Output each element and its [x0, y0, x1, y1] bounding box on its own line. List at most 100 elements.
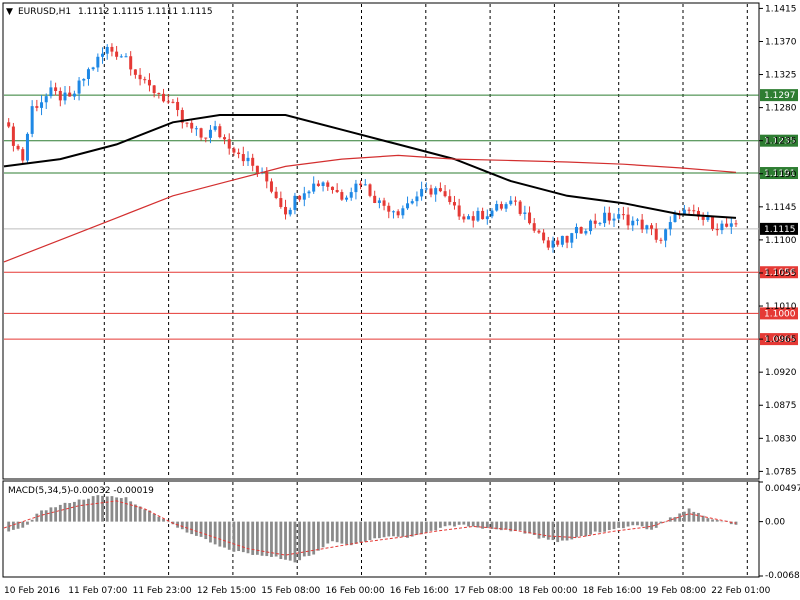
candle-body [462, 216, 466, 220]
macd-bar [270, 521, 273, 557]
candle-body [603, 212, 607, 224]
y-tick-label: 1.1280 [765, 104, 797, 114]
macd-bar [377, 521, 381, 539]
macd-bar [349, 521, 353, 546]
candle-body [101, 53, 105, 57]
macd-bar [274, 521, 278, 557]
macd-signal [3, 500, 737, 556]
candle-body [269, 181, 273, 192]
macd-bar [105, 496, 109, 522]
candle-body [546, 240, 550, 248]
macd-bar [621, 521, 625, 529]
candle-body [223, 137, 227, 140]
y-tick-label: 1.1145 [765, 203, 797, 213]
macd-indicator: MACD(5,34,5) [8, 486, 71, 496]
candle-body [542, 232, 546, 241]
candle-body [171, 101, 175, 103]
macd-bar [96, 495, 100, 522]
candle-body [504, 204, 508, 209]
candle-body [373, 195, 377, 204]
y-tick-label: 1.1325 [765, 71, 797, 81]
candle-body [359, 183, 363, 186]
macd-bar [523, 521, 527, 534]
macd-bar [119, 498, 123, 522]
candle-body [382, 200, 386, 206]
candle-body [44, 96, 48, 103]
macd-bar [345, 521, 348, 545]
candle-body [570, 233, 574, 243]
macd-bar [340, 521, 344, 544]
candle-body [438, 188, 442, 192]
x-tick-label: 22 Feb 01:00 [711, 586, 770, 596]
macd-bar [260, 521, 264, 556]
level-tag [760, 167, 798, 180]
x-tick-label: 16 Feb 16:00 [390, 586, 449, 596]
y-tick-label: 1.0830 [765, 434, 797, 444]
candle-body [551, 240, 555, 248]
macd-bar [589, 521, 592, 535]
y-tick-label: 1.1010 [765, 302, 797, 312]
candle-body [54, 87, 58, 91]
level-tag [760, 266, 798, 279]
level-tag-label: 1.1056 [764, 268, 796, 278]
level-tag-label: 1.1297 [764, 91, 796, 101]
level-tag [760, 89, 798, 102]
candle-body [293, 195, 297, 210]
macd-bar [664, 521, 668, 523]
candle-body [227, 139, 231, 149]
candle-body [143, 79, 147, 81]
y-tick-label: 1.0965 [765, 335, 797, 345]
macd-bar [162, 518, 165, 522]
y-tick-label: 1.1190 [765, 170, 797, 180]
macd-bar [166, 521, 170, 523]
macd-bar [335, 521, 339, 543]
candle-body [96, 56, 100, 68]
candle-body [593, 220, 597, 224]
macd-bar [110, 496, 114, 522]
macd-bar [556, 521, 560, 543]
candle-body [668, 222, 672, 230]
macd-bar [223, 521, 226, 548]
macd-bar [711, 519, 714, 522]
macd-bar [645, 521, 649, 530]
candle-body [133, 69, 137, 75]
price-panel-frame [2, 2, 760, 480]
candle-body [251, 157, 255, 166]
macd-bar [312, 521, 316, 555]
macd-bar [729, 521, 733, 525]
macd-bar [701, 515, 705, 522]
macd-bar [593, 521, 597, 532]
candle-body [279, 198, 283, 207]
macd-bar [21, 521, 25, 528]
macd-y-tick-label: 0.00497 [765, 484, 800, 494]
candle-body [194, 128, 198, 130]
macd-bar [467, 521, 470, 527]
candle-body [711, 216, 715, 230]
macd-bar [401, 521, 405, 537]
candle-body [415, 196, 419, 202]
candle-body [650, 225, 654, 229]
macd-bar [626, 521, 630, 527]
candle-body [443, 191, 447, 197]
candle-body [452, 202, 456, 206]
macd-bar [570, 521, 574, 540]
candle-body [528, 212, 532, 224]
candle-body [326, 182, 330, 187]
macd-bar [204, 521, 208, 540]
candle-body [72, 93, 76, 97]
macd-bar [237, 521, 241, 552]
candle-body [706, 216, 710, 220]
y-tick-label: 1.0920 [765, 368, 797, 378]
macd-bar [298, 521, 302, 561]
candle-body [190, 122, 194, 129]
candle-body [335, 190, 339, 193]
macd-y-tick-label: -0.00682 [765, 571, 800, 581]
x-tick-label: 17 Feb 08:00 [454, 586, 513, 596]
candle-body [284, 206, 288, 215]
macd-panel-frame [2, 480, 760, 578]
level-tag [760, 134, 798, 147]
macd-bar [7, 521, 11, 532]
macd-bar [485, 521, 489, 528]
macd-bar [453, 521, 456, 527]
